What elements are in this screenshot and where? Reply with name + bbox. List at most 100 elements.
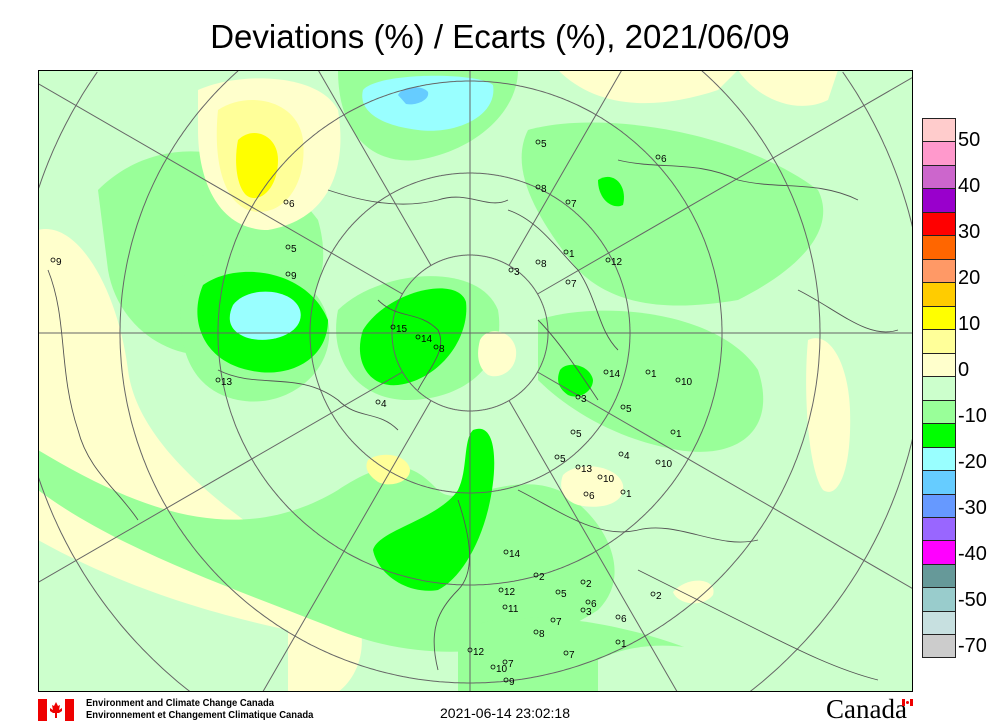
station-dot [50,257,56,263]
contour-region [598,645,798,692]
meridian-line [508,400,678,692]
station-value: 8 [439,344,445,355]
legend-label: -50 [958,589,987,611]
legend-swatch [922,282,956,306]
legend-swatch [922,376,956,400]
station-marker: 1 [620,489,632,500]
legend-swatch [922,563,956,588]
contour-region [373,428,495,591]
station-dot [563,249,569,255]
station-dot [615,614,621,620]
station-dot [615,639,621,645]
station-marker: 2 [533,572,545,583]
station-value: 2 [656,591,662,602]
contour-region [38,540,288,692]
station-dot [575,464,581,470]
station-marker: 7 [565,199,577,210]
station-dot [498,587,504,593]
station-marker: 7 [565,279,577,290]
contour-region [538,310,764,452]
coastline [433,499,470,671]
station-dot [670,429,676,435]
station-value: 7 [569,650,575,661]
station-dot [563,650,569,656]
station-value: 12 [473,647,485,658]
contour-region [398,87,429,105]
meridian-line [38,83,403,295]
station-marker: 14 [415,334,433,345]
meridian-line [537,371,913,590]
legend-swatch [922,211,956,236]
station-dot [375,399,381,405]
station-value: 10 [603,474,615,485]
station-marker: 5 [554,454,566,465]
chart-title: Deviations (%) / Ecarts (%), 2021/06/09 [210,18,790,55]
contour-region [236,132,278,199]
station-marker: 3 [508,267,520,278]
station-marker: 7 [502,659,514,670]
station-value: 6 [289,199,295,210]
station-value: 14 [509,549,521,560]
meridian-line [262,400,432,692]
org-name-en: Environment and Climate Change Canada [86,697,274,709]
station-marker: 3 [580,607,592,618]
station-value: 11 [508,604,519,615]
station-dot [490,664,496,670]
station-marker: 2 [650,591,662,602]
station-value: 7 [571,279,577,290]
station-dot [570,429,576,435]
legend-swatch [922,141,956,165]
legend-label: 30 [958,221,981,243]
station-value: 1 [676,429,682,440]
station-value: 10 [681,377,693,388]
station-dot [535,139,541,145]
station-marker: 12 [498,587,516,598]
station-value: 12 [504,587,516,598]
coastline [517,489,759,543]
station-value: 8 [541,259,547,270]
latitude-circle [119,70,821,684]
legend-swatch [922,399,956,424]
station-marker: 6 [583,491,595,502]
station-dot [502,659,508,665]
canada-wordmark-flag-icon [902,699,913,706]
station-dot [555,589,561,595]
station-value: 10 [496,664,508,675]
legend-swatch [922,423,956,447]
legend-swatch [922,258,956,283]
station-value: 5 [560,454,566,465]
legend-swatch [922,446,956,471]
station-marker: 5 [285,244,297,255]
station-value: 10 [661,459,673,470]
station-marker: 14 [603,369,621,380]
legend-label: 0 [958,359,970,381]
station-marker: 8 [535,259,547,270]
station-dot [390,324,396,330]
generated-timestamp: 2021-06-14 23:02:18 [440,705,570,721]
org-name-fr: Environnement et Changement Climatique C… [86,709,314,721]
station-value: 4 [381,399,387,410]
station-dot [605,257,611,263]
legend-swatch [922,516,956,541]
station-value: 9 [291,271,297,282]
station-dot [535,259,541,265]
station-marker: 10 [655,459,673,470]
contour-region [478,331,517,377]
station-dot [285,271,291,277]
meridian-line [38,371,403,583]
station-marker: 9 [503,677,515,688]
station-value: 7 [571,199,577,210]
station-marker: 10 [597,474,615,485]
station-marker: 11 [502,604,519,615]
coastline [377,299,442,391]
legend-label: -30 [958,497,987,519]
legend-swatch [922,235,956,259]
legend-label: 50 [958,129,981,151]
station-value: 9 [509,677,515,688]
station-dot [583,491,589,497]
station-marker: 12 [605,257,623,268]
station-value: 6 [661,154,667,165]
station-dot [533,629,539,635]
station-marker: 9 [50,257,62,268]
